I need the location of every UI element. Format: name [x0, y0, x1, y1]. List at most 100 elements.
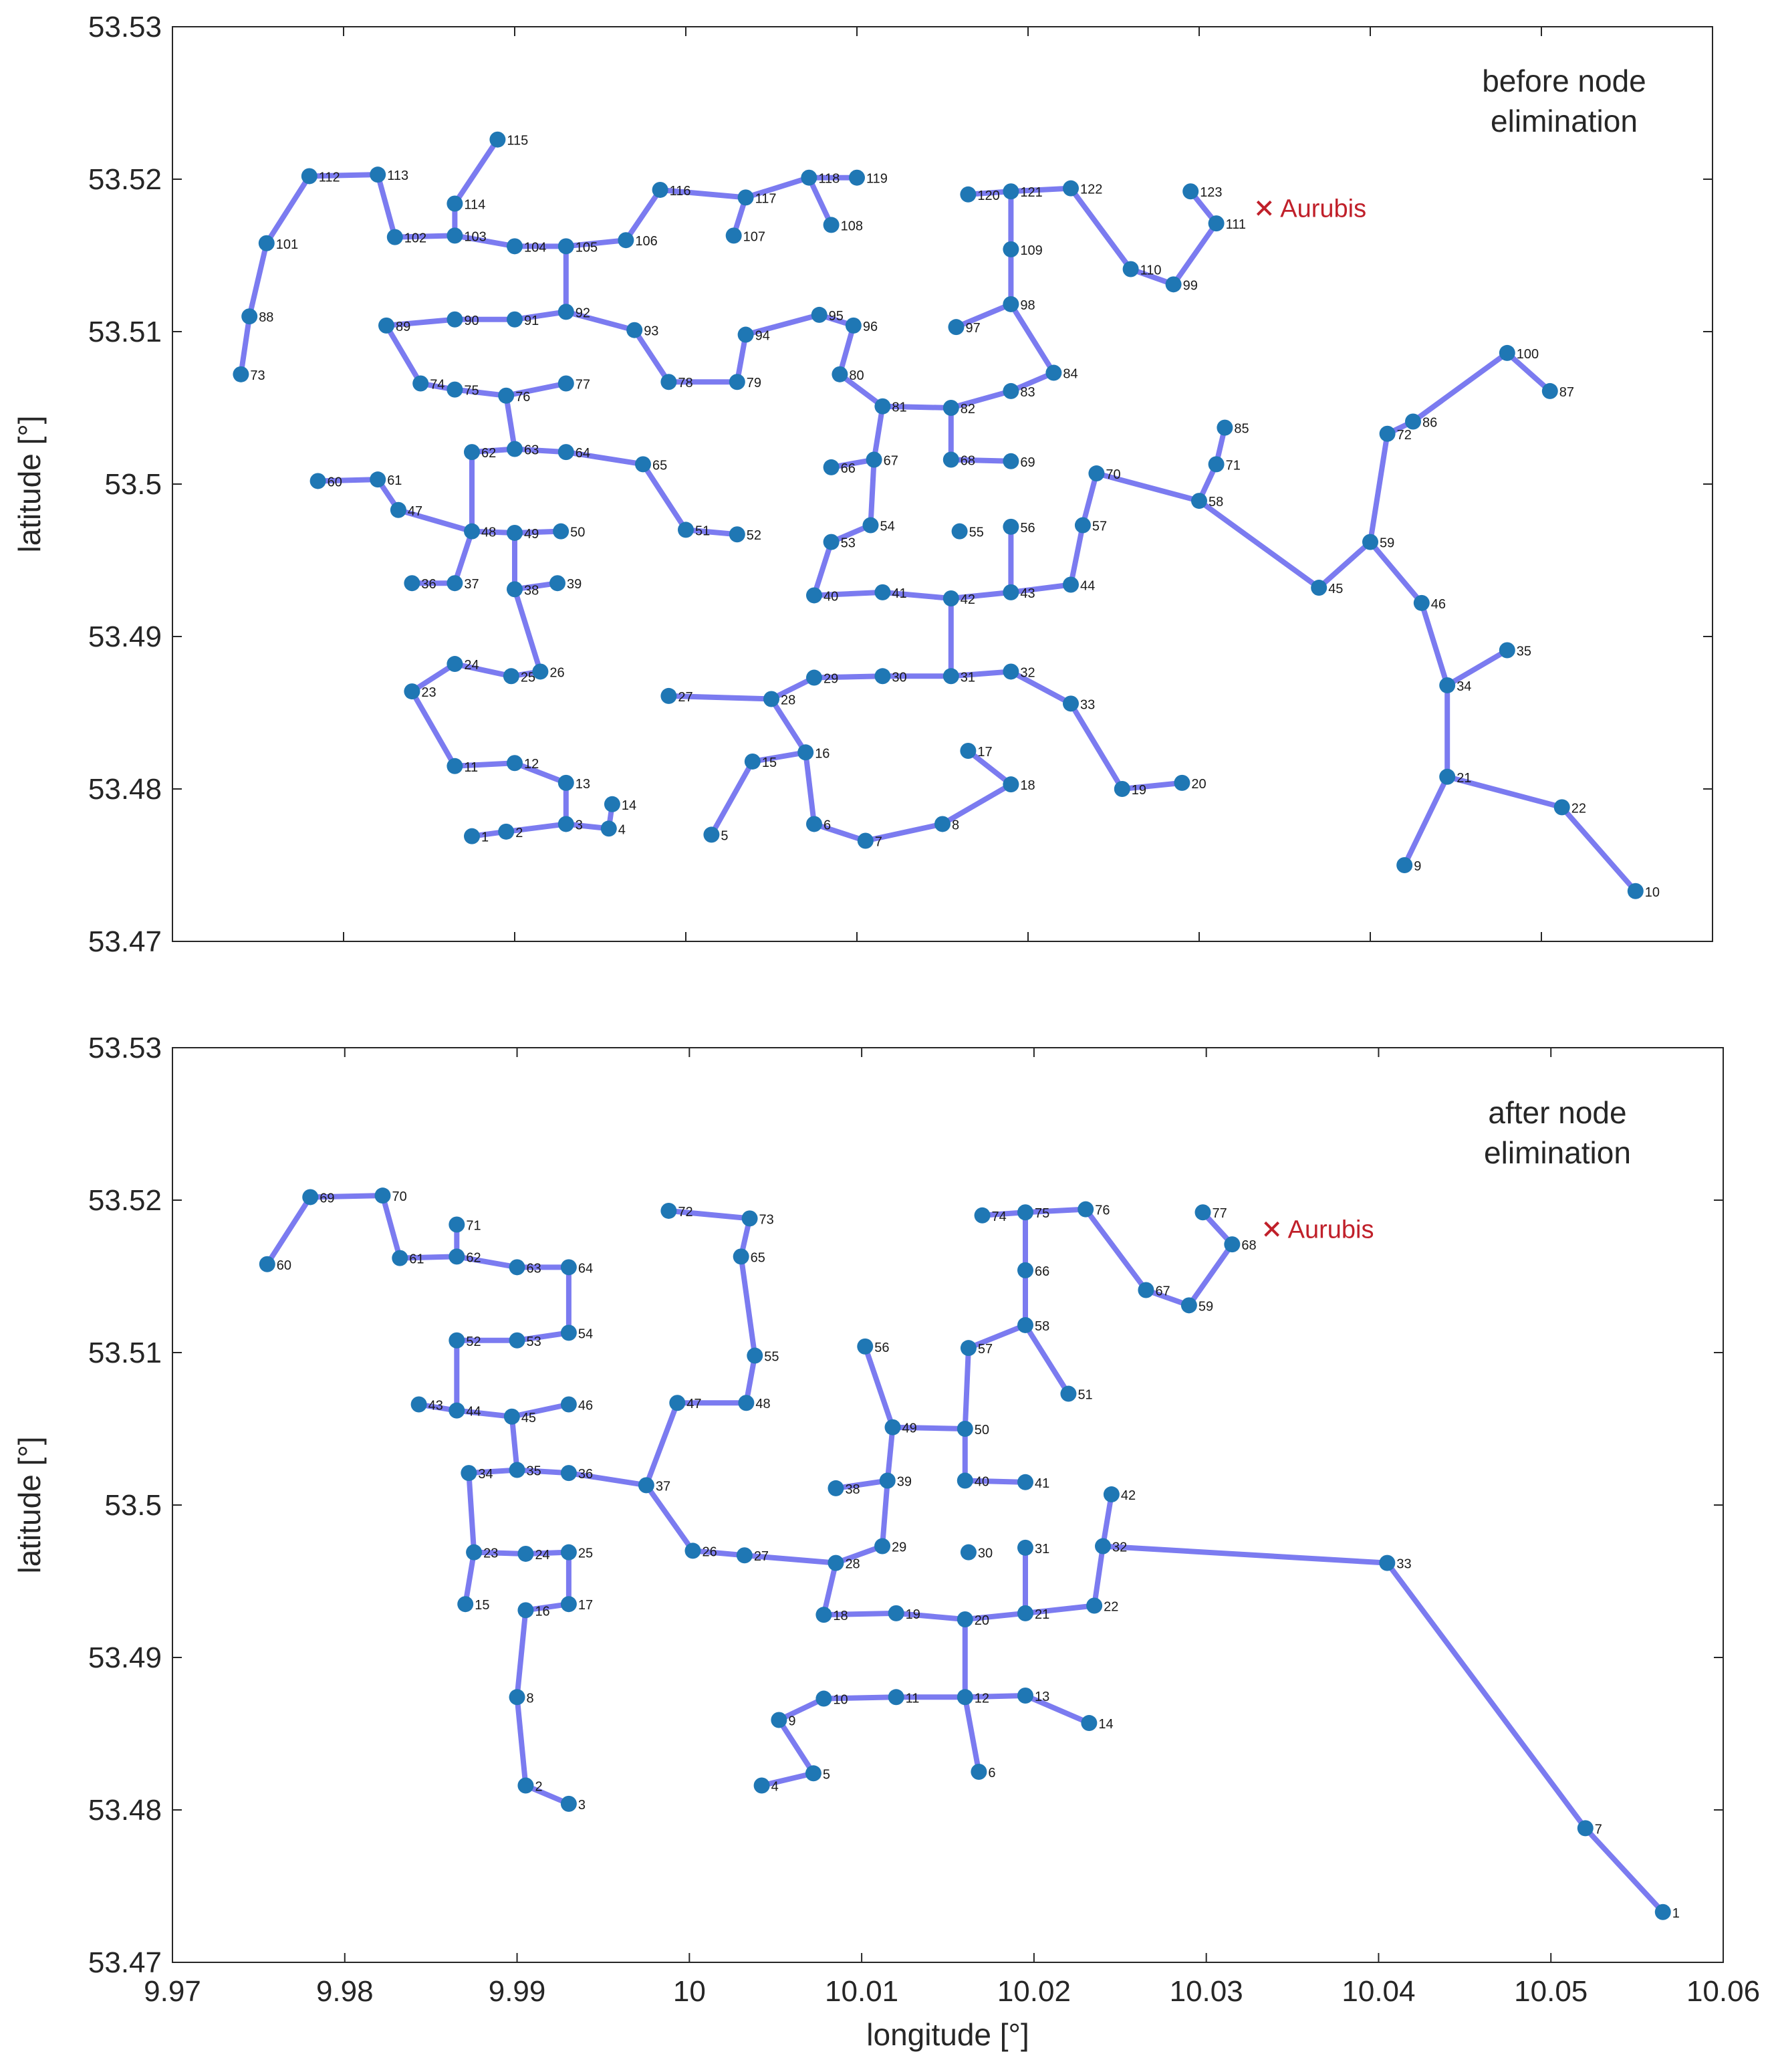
network-node	[557, 774, 574, 791]
network-node	[1362, 534, 1378, 550]
network-node	[1078, 1201, 1094, 1218]
node-label: 7	[875, 835, 882, 850]
network-node	[503, 668, 519, 685]
node-label: 113	[387, 168, 408, 183]
network-node	[1405, 413, 1421, 430]
network-edge	[948, 457, 1014, 464]
node-label: 36	[578, 1467, 593, 1482]
network-node	[806, 669, 822, 686]
network-node	[498, 387, 515, 404]
network-edge	[880, 1478, 890, 1549]
node-label: 86	[1422, 416, 1437, 431]
network-edge	[821, 1610, 899, 1618]
panel-annotation: before node	[1482, 64, 1646, 98]
node-label: 24	[535, 1548, 549, 1563]
network-edge	[409, 661, 458, 695]
node-label: 106	[635, 234, 657, 249]
node-label: 57	[978, 1342, 993, 1357]
network-node	[960, 1544, 977, 1561]
node-label: 3	[578, 1798, 586, 1813]
network-edge	[743, 312, 822, 338]
network-edge	[1559, 804, 1638, 894]
network-node	[960, 743, 977, 759]
network-edge	[514, 1607, 529, 1700]
network-node	[560, 1795, 577, 1812]
node-label: 89	[396, 320, 410, 334]
node-label: 28	[781, 693, 795, 707]
node-label: 25	[578, 1546, 593, 1561]
top-panel: 53.47 53.48 53.49 53.5 53.51 53.52 53.53 latitu…	[12, 11, 1713, 958]
y-tick-label: 53.5	[104, 1489, 162, 1522]
network-node	[447, 656, 463, 673]
network-edge	[1008, 185, 1073, 195]
network-node	[660, 374, 677, 390]
network-node	[957, 1611, 973, 1627]
y-tick-label: 53.52	[88, 163, 162, 196]
node-label: 72	[1397, 428, 1412, 443]
y-tick-label: 53.47	[88, 925, 162, 958]
node-label: 62	[481, 446, 496, 461]
network-edge	[1100, 1543, 1390, 1566]
node-label: 80	[849, 368, 864, 383]
network-node	[1095, 1538, 1111, 1555]
network-edge	[263, 173, 312, 246]
node-label: 84	[1063, 367, 1078, 382]
node-label: 18	[1020, 778, 1035, 793]
network-node	[862, 517, 879, 534]
network-node	[678, 522, 694, 538]
node-label: 20	[1191, 777, 1206, 792]
network-edge	[962, 1478, 1028, 1485]
network-node	[1017, 1688, 1033, 1704]
node-label: 104	[524, 240, 546, 255]
node-label: 27	[678, 690, 692, 705]
network-edge	[962, 1693, 1028, 1700]
network-edge	[1023, 1206, 1089, 1216]
network-node	[258, 235, 275, 251]
network-edge	[1196, 498, 1322, 591]
node-label: 9	[788, 1714, 795, 1728]
network-node	[447, 575, 463, 592]
network-node	[507, 581, 523, 598]
node-label: 92	[576, 306, 590, 320]
node-label: 109	[1020, 243, 1042, 258]
network-edge	[466, 1470, 477, 1555]
network-node	[845, 317, 862, 334]
network-node	[392, 1250, 408, 1266]
aurubis-label: Aurubis	[1280, 195, 1366, 223]
network-edge	[837, 371, 886, 409]
node-label: 119	[866, 172, 888, 187]
network-edge	[965, 748, 1014, 788]
node-label: 42	[1121, 1488, 1136, 1503]
network-edge	[384, 322, 424, 386]
network-edge	[384, 316, 458, 328]
network-edge	[962, 1345, 971, 1431]
node-label: 67	[884, 454, 898, 469]
node-label: 19	[1132, 783, 1146, 798]
network-edge	[503, 380, 569, 398]
node-label: 23	[421, 685, 436, 700]
network-edge	[837, 322, 856, 377]
node-label: 31	[1035, 1542, 1049, 1557]
node-label: 87	[1559, 385, 1574, 400]
node-label: 107	[743, 229, 765, 244]
node-label: 69	[320, 1191, 334, 1205]
node-label: 1	[1672, 1906, 1680, 1921]
node-label: 55	[764, 1350, 779, 1365]
node-label: 38	[845, 1482, 860, 1497]
x-tick-label: 10	[673, 1975, 706, 2008]
node-label: 75	[1035, 1206, 1049, 1221]
node-label: 73	[250, 368, 265, 383]
node-label: 12	[524, 757, 539, 772]
node-label: 11	[464, 760, 478, 775]
network-node	[532, 663, 549, 680]
network-node	[447, 381, 463, 398]
node-label: 26	[702, 1544, 717, 1559]
network-node	[1003, 776, 1019, 793]
network-node	[736, 1547, 753, 1564]
node-label: 18	[833, 1609, 848, 1623]
node-label: 63	[524, 443, 539, 458]
network-node	[386, 229, 403, 245]
node-label: 97	[965, 321, 980, 336]
network-node	[957, 1689, 973, 1706]
network-edge	[452, 760, 517, 769]
